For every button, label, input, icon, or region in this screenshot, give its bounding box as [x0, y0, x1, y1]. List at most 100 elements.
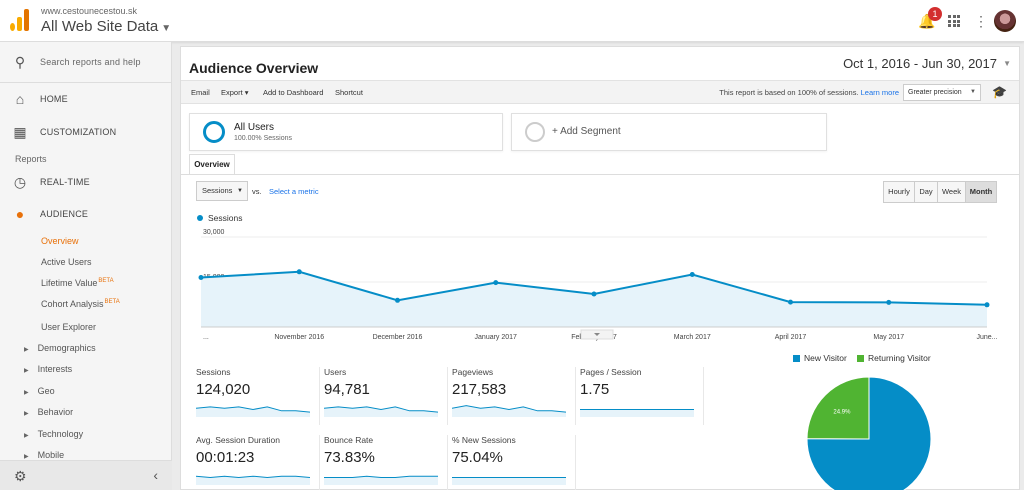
sidebar: ⚲ Search reports and help ⌂ HOME ▦ CUSTO… — [0, 42, 172, 490]
x-tick-label: November 2016 — [274, 334, 324, 341]
search-reports[interactable]: ⚲ Search reports and help — [0, 48, 172, 76]
vs-label: vs. — [252, 187, 262, 196]
sparkline — [324, 475, 438, 485]
data-point — [689, 272, 695, 277]
sidebar-sub-mobile[interactable]: ▶ Mobile — [24, 450, 64, 460]
metric-card[interactable]: Pages / Session 1.75 — [580, 367, 704, 425]
report-panel: Audience Overview Oct 1, 2016 - Jun 30, … — [180, 46, 1020, 490]
metric-card[interactable]: Bounce Rate 73.83% — [324, 435, 448, 490]
granularity-hourly[interactable]: Hourly — [883, 181, 915, 203]
email-button[interactable]: Email — [191, 88, 210, 97]
analytics-logo-icon[interactable] — [10, 9, 30, 31]
sidebar-sub-label: Technology — [37, 429, 84, 439]
sidebar-sub-active-users[interactable]: Active Users — [41, 257, 92, 267]
sparkline-area — [324, 406, 438, 417]
metric-value: 217,583 — [452, 381, 507, 398]
date-range-picker[interactable]: Oct 1, 2016 - Jun 30, 2017 — [843, 56, 997, 71]
sidebar-sub-user-explorer[interactable]: User Explorer — [41, 322, 97, 332]
sampling-note: This report is based on 100% of sessions… — [719, 88, 899, 97]
precision-select[interactable]: Greater precision ▼ — [903, 84, 981, 101]
sidebar-item-home[interactable]: ⌂ HOME — [0, 85, 172, 113]
sidebar-item-label: REAL-TIME — [40, 177, 90, 187]
sidebar-sub-technology[interactable]: ▶ Technology — [24, 429, 83, 439]
search-icon: ⚲ — [14, 53, 26, 70]
sidebar-sub-label: Mobile — [37, 450, 65, 460]
data-point — [395, 297, 400, 303]
shortcut-button[interactable]: Shortcut — [335, 88, 363, 97]
metric-label: Pageviews — [452, 367, 494, 377]
metric-card[interactable]: Avg. Session Duration 00:01:23 — [196, 435, 320, 490]
caret-down-icon[interactable]: ▼ — [1003, 59, 1011, 68]
sidebar-item-audience[interactable]: ● AUDIENCE — [0, 200, 172, 228]
sidebar-sub-label: Interests — [37, 364, 73, 374]
gear-icon[interactable]: ⚙ — [14, 468, 27, 484]
select-metric-link[interactable]: Select a metric — [269, 187, 319, 196]
sidebar-sub-demographics[interactable]: ▶ Demographics — [24, 343, 96, 353]
sidebar-sub-overview[interactable]: Overview — [41, 236, 79, 246]
metric-value: 94,781 — [324, 381, 370, 398]
sidebar-item-realtime[interactable]: ◷ REAL-TIME — [0, 168, 172, 196]
pie-slice — [806, 376, 932, 490]
granularity-day[interactable]: Day — [914, 181, 938, 203]
sidebar-item-customization[interactable]: ▦ CUSTOMIZATION — [0, 118, 172, 146]
legend-sessions-dot — [197, 215, 203, 221]
metric-card[interactable]: % New Sessions 75.04% — [452, 435, 576, 490]
empty-segment-ring-icon — [525, 122, 545, 142]
metric-label: Users — [324, 367, 347, 377]
export-label: Export — [221, 88, 243, 97]
sparkline-area — [196, 476, 310, 485]
metric-card[interactable]: Sessions 124,020 — [196, 367, 320, 425]
sidebar-sub-geo[interactable]: ▶ Geo — [24, 386, 55, 396]
visitor-pie-chart: 75.1%24.9% — [806, 376, 932, 490]
metric-label: Avg. Session Duration — [196, 435, 280, 445]
sparkline — [324, 406, 438, 417]
search-input[interactable]: Search reports and help — [40, 57, 141, 67]
add-segment-button[interactable]: + Add Segment — [511, 113, 827, 151]
sidebar-sub-label: Lifetime Value — [41, 278, 98, 288]
metric-card[interactable]: Pageviews 217,583 — [452, 367, 576, 425]
tab-overview[interactable]: Overview — [189, 154, 235, 174]
sidebar-sub-cohort-analysis[interactable]: Cohort AnalysisBETA — [41, 299, 120, 309]
graduation-cap-icon[interactable]: 🎓 — [992, 85, 1007, 99]
data-point — [984, 302, 990, 308]
avatar[interactable] — [994, 10, 1016, 32]
caret-down-icon: ▼ — [161, 23, 172, 34]
sidebar-sub-lifetime-value[interactable]: Lifetime ValueBETA — [41, 278, 114, 288]
expand-arrow-icon: ▶ — [24, 368, 29, 374]
apps-grid-icon[interactable] — [948, 15, 960, 27]
sidebar-sub-behavior[interactable]: ▶ Behavior — [24, 407, 73, 417]
granularity-month[interactable]: Month — [965, 181, 997, 203]
home-icon: ⌂ — [15, 91, 25, 107]
sidebar-item-label: AUDIENCE — [40, 209, 89, 219]
clock-icon: ◷ — [13, 173, 27, 190]
y-tick-label: 30,000 — [203, 229, 225, 236]
site-url: www.cestounecestou.sk — [41, 6, 138, 16]
learn-more-link[interactable]: Learn more — [860, 88, 899, 97]
data-point — [198, 275, 204, 280]
sidebar-sub-label: Cohort Analysis — [41, 299, 104, 309]
metric-label: % New Sessions — [452, 435, 516, 445]
metric-select[interactable]: Sessions ▼ — [196, 181, 248, 201]
page-title: Audience Overview — [189, 60, 319, 76]
expand-arrow-icon: ▶ — [24, 454, 29, 460]
sparkline — [196, 406, 310, 417]
metric-card[interactable]: Users 94,781 — [324, 367, 448, 425]
property-selector[interactable]: All Web Site Data ▼ — [41, 18, 171, 35]
metric-label: Pages / Session — [580, 367, 642, 377]
granularity-week[interactable]: Week — [937, 181, 966, 203]
metric-value: 00:01:23 — [196, 449, 255, 466]
x-tick-label: March 2017 — [674, 334, 711, 341]
sidebar-sub-interests[interactable]: ▶ Interests — [24, 364, 72, 374]
sidebar-sub-label: Geo — [37, 386, 55, 396]
sidebar-item-label: HOME — [40, 94, 68, 104]
collapse-sidebar-icon[interactable]: ‹ — [153, 467, 158, 483]
add-to-dashboard-button[interactable]: Add to Dashboard — [263, 88, 324, 97]
x-tick-label: June... — [976, 334, 997, 341]
segment-all-users[interactable]: All Users 100.00% Sessions — [189, 113, 503, 151]
more-vert-icon[interactable]: ⋮ — [974, 12, 988, 29]
metric-label: Sessions — [196, 367, 231, 377]
notifications-bell-icon[interactable]: 🔔 1 — [918, 7, 942, 29]
caret-down-icon: ▼ — [237, 188, 243, 194]
export-button[interactable]: Export ▾ — [221, 88, 249, 97]
reports-section-label: Reports — [15, 154, 47, 164]
